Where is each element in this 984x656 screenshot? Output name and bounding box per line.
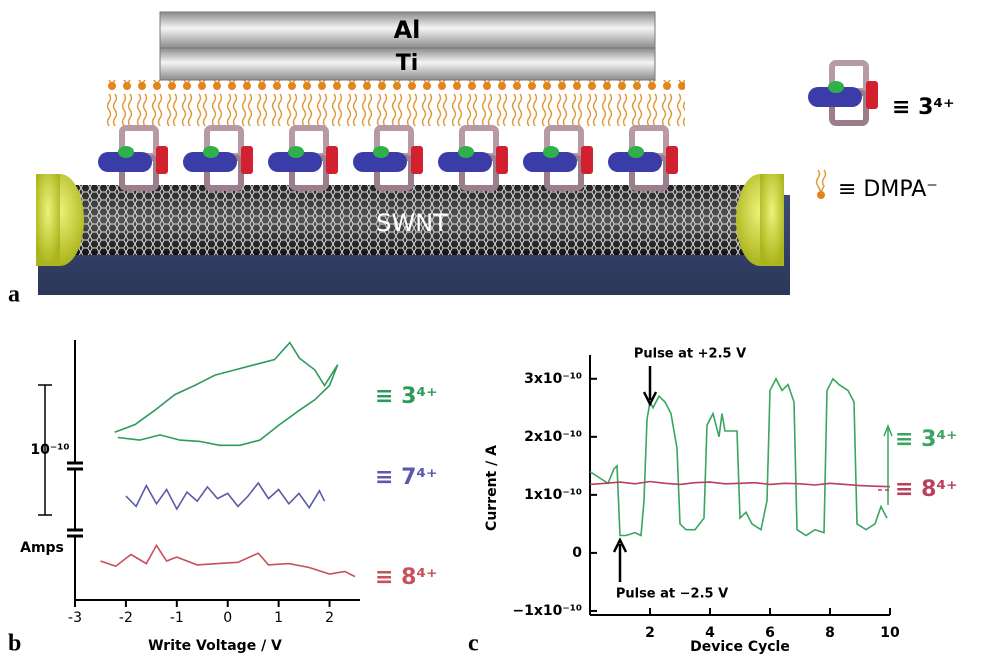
- electrode-label: Al: [394, 16, 421, 44]
- legend-icon: [808, 63, 878, 123]
- panel-label: a: [8, 282, 20, 308]
- contact-right: [760, 174, 784, 266]
- rotaxane: [523, 128, 593, 188]
- legend-label: ≡ 3⁴⁺: [375, 384, 438, 409]
- legend-icon: [815, 169, 827, 193]
- legend-label: ≡ 8⁴⁺: [375, 565, 438, 590]
- rotaxane: [268, 128, 338, 188]
- x-tick-label: 2: [325, 610, 334, 626]
- y-tick-label: 1x10⁻¹⁰: [524, 487, 582, 503]
- illustration: Al Ti SWNT a ≡ 3⁴⁺ ≡ DMPA⁻: [8, 11, 955, 308]
- legend-icon: [817, 191, 825, 199]
- y-tick-label: 0: [572, 545, 582, 561]
- rotaxane: [438, 128, 508, 188]
- x-tick-label: 1: [274, 610, 283, 626]
- ligand-layer: [105, 80, 685, 126]
- annotation-arrow: [612, 537, 628, 582]
- y-tick-label: 3x10⁻¹⁰: [524, 371, 582, 387]
- panel-label: b: [8, 631, 21, 656]
- nanotube-mesh: [60, 185, 760, 255]
- rotaxane: [608, 128, 678, 188]
- axis-break: [67, 530, 83, 536]
- series-line: [589, 480, 891, 488]
- y-axis-label: Amps: [20, 540, 64, 556]
- x-axis-label: Device Cycle: [690, 639, 790, 655]
- rotaxane: [353, 128, 423, 188]
- x-tick-label: -1: [170, 610, 184, 626]
- series-line: [125, 481, 326, 511]
- x-tick-label: -2: [119, 610, 133, 626]
- x-tick-label: 10: [880, 625, 900, 641]
- x-tick-label: 0: [223, 610, 232, 626]
- rotaxane: [98, 128, 168, 188]
- legend-label: ≡ 7⁴⁺: [375, 465, 438, 490]
- series-line: [100, 543, 356, 578]
- scale-bar-label: 10⁻¹⁰: [30, 442, 69, 458]
- electrode-label: Ti: [396, 51, 419, 76]
- legend-label: ≡ 3⁴⁺: [892, 95, 955, 120]
- rotaxane: [183, 128, 253, 188]
- y-axis-label: Current / A: [484, 445, 500, 531]
- nanotube-label: SWNT: [376, 209, 448, 237]
- annotation: Pulse at +2.5 V: [634, 347, 746, 362]
- y-tick-label: 2x10⁻¹⁰: [524, 429, 582, 445]
- annotation: Pulse at −2.5 V: [616, 587, 728, 602]
- x-tick-label: 2: [645, 625, 655, 641]
- series-line: [114, 341, 339, 447]
- x-tick-label: 8: [825, 625, 835, 641]
- x-tick-label: -3: [68, 610, 82, 626]
- series-line: [589, 377, 888, 537]
- legend-label: ≡ 8⁴⁺: [895, 477, 958, 502]
- x-tick-label: 6: [765, 625, 775, 641]
- electrode-ti: [159, 47, 656, 81]
- legend-arrow: [883, 423, 893, 505]
- axis-break: [67, 463, 83, 469]
- y-tick-label: −1x10⁻¹⁰: [512, 603, 582, 619]
- x-axis-label: Write Voltage / V: [148, 638, 282, 654]
- legend-label: ≡ DMPA⁻: [838, 177, 938, 202]
- panel-label: c: [468, 631, 479, 656]
- electrode-al: [159, 11, 656, 49]
- x-tick-label: 4: [705, 625, 715, 641]
- contact-left: [36, 174, 60, 266]
- annotation-arrow: [642, 366, 658, 407]
- legend-label: ≡ 3⁴⁺: [895, 427, 958, 452]
